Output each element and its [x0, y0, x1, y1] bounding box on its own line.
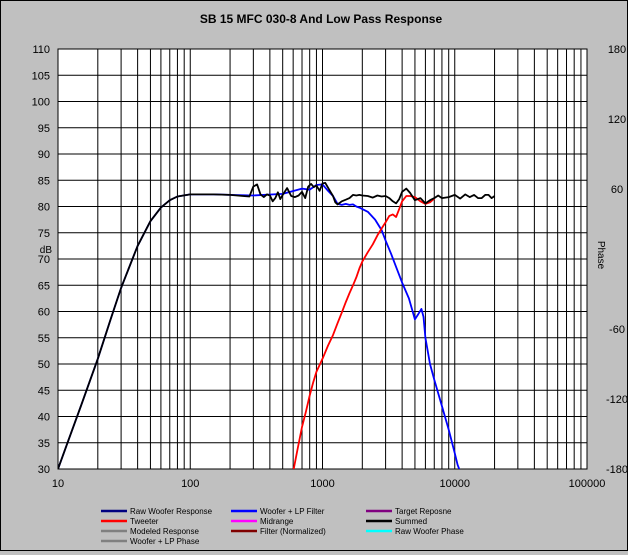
y-tick-label: 40 [38, 412, 50, 424]
x-tick-label: 10 [52, 478, 64, 490]
y-tick-label: 95 [38, 123, 50, 135]
legend-label: Midrange [260, 517, 294, 526]
series-layer [58, 181, 496, 469]
legend-label: Summed [395, 517, 427, 526]
legend-label: Tweeter [130, 517, 159, 526]
x-tick-label: 1000 [310, 478, 334, 490]
y-tick-label: 100 [32, 97, 50, 109]
legend-item: Woofer + LP Phase [101, 537, 200, 546]
legend-label: Raw Woofer Phase [395, 527, 464, 536]
legend-item: Summed [366, 517, 427, 526]
y-tick-label: 75 [38, 228, 50, 240]
chart-title: SB 15 MFC 030-8 And Low Pass Response [200, 12, 443, 26]
y-tick-label: 70 [38, 254, 50, 266]
legend-item: Target Reposne [366, 507, 452, 516]
y-axis-label: dB [40, 245, 53, 256]
legend-item: Filter (Normalized) [231, 527, 326, 536]
x-tick-label: 100000 [569, 478, 606, 490]
y2-tick-label: -120 [606, 394, 627, 406]
x-axis-ticks: 10 100 1000 10000 100000 [52, 478, 605, 490]
y2-tick-label: -180 [606, 464, 627, 476]
y2-axis-label: Phase [595, 241, 606, 270]
legend-item: Raw Woofer Phase [366, 527, 464, 536]
legend-label: Filter (Normalized) [260, 527, 326, 536]
series-summed [58, 181, 496, 469]
legend-item: Modeled Response [101, 527, 199, 536]
y-tick-label: 50 [38, 359, 50, 371]
x-tick-label: 100 [181, 478, 199, 490]
y-tick-label: 90 [38, 149, 50, 161]
legend-item: Midrange [231, 517, 294, 526]
y-tick-label: 60 [38, 307, 50, 319]
y-tick-label: 110 [32, 44, 50, 56]
y-tick-label: 85 [38, 175, 50, 187]
legend-item: Woofer + LP Filter [231, 507, 325, 516]
y2-tick-label: 180 [608, 44, 626, 56]
series-tweeter [292, 195, 435, 469]
y-tick-label: 30 [38, 464, 50, 476]
y2-tick-label: -60 [609, 324, 625, 336]
legend-label: Raw Woofer Response [130, 507, 213, 516]
y2-tick-label: 120 [608, 114, 626, 126]
x-tick-label: 10000 [439, 478, 470, 490]
y-tick-label: 65 [38, 280, 50, 292]
legend-item: Tweeter [101, 517, 159, 526]
y-tick-label: 80 [38, 202, 50, 214]
y-tick-label: 55 [38, 333, 50, 345]
y2-tick-label: 60 [611, 184, 623, 196]
y2-axis-ticks: -180 -120 -60 60 120 180 [606, 44, 628, 476]
legend-item: Raw Woofer Response [101, 507, 213, 516]
y-tick-label: 45 [38, 385, 50, 397]
y-tick-label: 35 [38, 438, 50, 450]
legend-label: Target Reposne [395, 507, 452, 516]
legend-label: Modeled Response [130, 527, 199, 536]
y-tick-label: 105 [32, 70, 50, 82]
legend-label: Woofer + LP Phase [130, 537, 200, 546]
legend: Raw Woofer Response Woofer + LP Filter Tar… [101, 507, 464, 546]
legend-label: Woofer + LP Filter [260, 507, 325, 516]
grid-lines [58, 49, 587, 469]
y-axis-ticks: 30 35 40 45 50 55 60 65 70 75 80 85 90 95 100 105 110 [32, 44, 50, 476]
